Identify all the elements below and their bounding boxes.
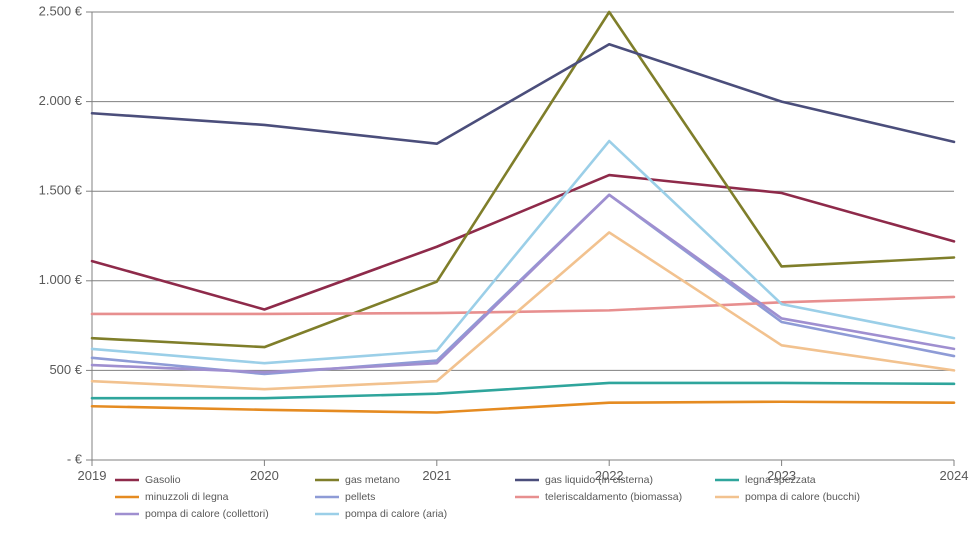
y-axis-label: 2.000 € bbox=[39, 93, 83, 108]
x-axis-label: 2021 bbox=[422, 468, 451, 483]
y-axis-label: 1.500 € bbox=[39, 183, 83, 198]
y-axis-label: 1.000 € bbox=[39, 272, 83, 287]
line-chart: - € 500 € 1.000 € 1.500 € 2.000 € 2.500 € 2019… bbox=[0, 0, 969, 546]
y-axis-label: - € bbox=[67, 451, 83, 466]
legend-label-pdc-collett: pompa di calore (collettori) bbox=[145, 508, 269, 520]
x-axis-label: 2019 bbox=[78, 468, 107, 483]
legend-label-gas-metano: gas metano bbox=[345, 474, 400, 486]
legend-label-gas-liquido: gas liquido (in cisterna) bbox=[545, 474, 653, 486]
legend-label-legna: legna spezzata bbox=[745, 474, 816, 486]
legend-label-teleriscald: teleriscaldamento (biomassa) bbox=[545, 491, 682, 503]
legend-label-pellets: pellets bbox=[345, 491, 375, 503]
y-axis-label: 500 € bbox=[49, 362, 82, 377]
x-axis-label: 2024 bbox=[940, 468, 969, 483]
legend-label-minuzzoli: minuzzoli di legna bbox=[145, 491, 229, 503]
legend-label-gasolio: Gasolio bbox=[145, 474, 181, 486]
y-axis-label: 2.500 € bbox=[39, 3, 83, 18]
legend-label-pdc-bucchi: pompa di calore (bucchi) bbox=[745, 491, 860, 503]
x-axis-label: 2020 bbox=[250, 468, 279, 483]
legend-label-pdc-aria: pompa di calore (aria) bbox=[345, 508, 447, 520]
